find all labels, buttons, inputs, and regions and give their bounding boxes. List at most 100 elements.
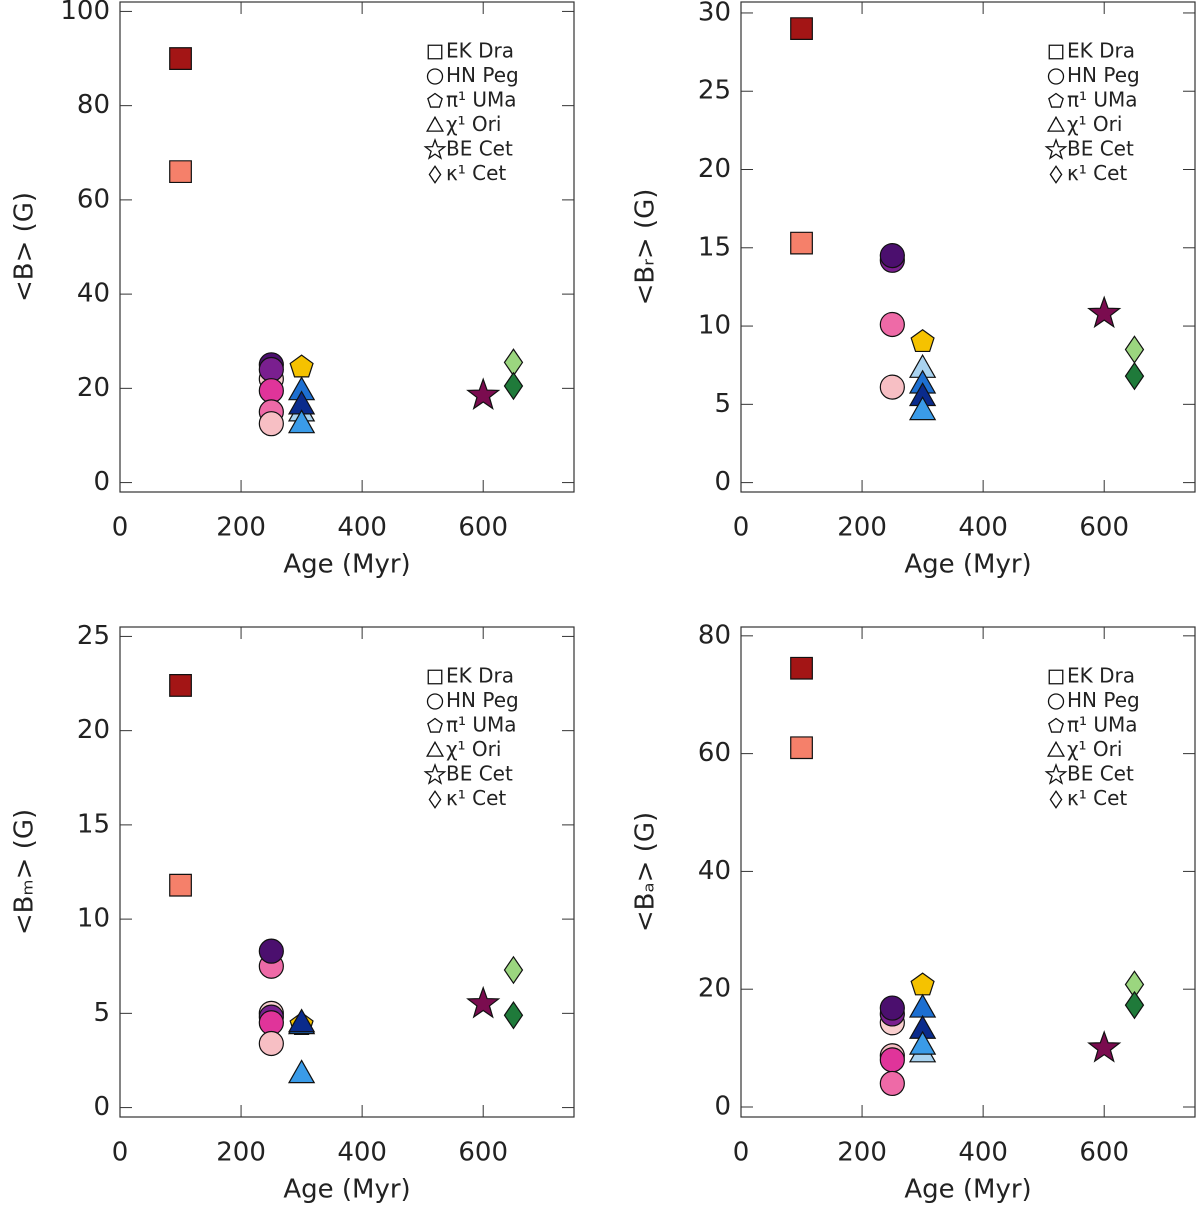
- x-tick-label: 600: [1079, 513, 1129, 543]
- data-point: [258, 411, 284, 437]
- y-axis-label: <Bₐ> (G): [631, 812, 661, 932]
- data-point: [287, 409, 316, 434]
- y-tick-label: 80: [698, 620, 731, 650]
- data-point: [910, 328, 935, 353]
- data-point: [1124, 335, 1145, 364]
- data-point: [258, 378, 284, 404]
- x-tick-label: 200: [837, 513, 887, 543]
- x-tick-label: 400: [958, 513, 1008, 543]
- plot-frame: [119, 626, 575, 1118]
- x-axis-label: Age (Myr): [283, 550, 410, 580]
- y-tick-label: 20: [698, 154, 731, 184]
- y-tick-label: 15: [698, 232, 731, 262]
- legend-symbol: [1047, 693, 1065, 710]
- x-tick-label: 400: [958, 1138, 1008, 1168]
- x-tick-label: 200: [216, 1138, 266, 1168]
- y-tick-label: 25: [77, 621, 110, 651]
- data-point: [879, 311, 905, 338]
- legend-label: χ¹ Ori: [1067, 112, 1122, 136]
- data-point: [258, 938, 284, 964]
- data-point: [258, 1030, 284, 1057]
- y-tick-label: 20: [77, 715, 110, 745]
- legend-symbol: [428, 790, 442, 809]
- legend-label: χ¹ Ori: [446, 112, 501, 136]
- data-point: [466, 985, 501, 1019]
- y-tick-label: 0: [714, 1091, 731, 1121]
- data-point: [287, 1008, 316, 1033]
- legend-label: HN Peg: [446, 688, 519, 712]
- data-point: [908, 396, 937, 421]
- plot-frame: [740, 1, 1196, 493]
- legend-symbol: [427, 669, 443, 685]
- legend-symbol: [1048, 44, 1064, 60]
- data-point: [503, 1000, 524, 1030]
- x-tick-label: 400: [337, 513, 387, 543]
- y-tick-label: 5: [714, 389, 731, 419]
- x-axis-label: Age (Myr): [283, 1175, 410, 1205]
- legend-symbol: [1049, 790, 1063, 809]
- legend-label: κ¹ Cet: [446, 786, 506, 810]
- x-tick-label: 600: [458, 513, 508, 543]
- data-point: [908, 993, 937, 1018]
- data-point: [466, 377, 501, 410]
- legend-symbol: [427, 44, 443, 60]
- legend-label: EK Dra: [446, 664, 514, 688]
- legend-symbol: [1048, 717, 1064, 733]
- legend-symbol: [426, 115, 444, 132]
- legend-symbol: [426, 68, 444, 85]
- y-tick-label: 20: [77, 373, 110, 403]
- data-point: [169, 47, 192, 70]
- x-tick-label: 0: [112, 1138, 129, 1168]
- data-point: [879, 1047, 905, 1073]
- y-tick-label: 30: [698, 0, 731, 27]
- y-axis-label: <Bᵣ> (G): [631, 189, 661, 306]
- y-tick-label: 60: [698, 738, 731, 768]
- data-point: [1087, 295, 1122, 329]
- plot-frame: [740, 626, 1196, 1118]
- data-point: [879, 374, 905, 400]
- legend-label: κ¹ Cet: [1067, 161, 1127, 185]
- data-point: [790, 17, 813, 41]
- x-axis-label: Age (Myr): [904, 550, 1031, 580]
- data-point: [169, 674, 192, 697]
- legend-label: π¹ UMa: [446, 88, 517, 112]
- legend-symbol: [1044, 137, 1068, 160]
- y-tick-label: 0: [714, 467, 731, 497]
- legend-label: HN Peg: [1067, 688, 1140, 712]
- data-point: [790, 656, 813, 680]
- y-axis-label: <Bₘ> (G): [10, 809, 40, 935]
- panel: 0 200 400 600 0 20 40 60 80 100 Age (Myr) <B> (G) EK…: [10, 0, 575, 580]
- data-point: [1124, 361, 1145, 391]
- legend-label: κ¹ Cet: [446, 161, 506, 185]
- legend-symbol: [1047, 68, 1065, 85]
- y-tick-label: 60: [77, 184, 110, 214]
- y-tick-label: 20: [698, 974, 731, 1004]
- legend-symbol: [427, 92, 443, 108]
- plot-frame: [119, 1, 575, 493]
- data-point: [1124, 990, 1145, 1020]
- data-point: [1087, 1030, 1122, 1063]
- legend-symbol: [423, 137, 447, 160]
- data-point: [289, 354, 314, 378]
- legend-symbol: [1047, 740, 1065, 757]
- legend-label: χ¹ Ori: [446, 737, 501, 761]
- panel: 0 200 400 600 0 5 10 15 20 25 30 Age (Myr) <Bᵣ> (G) E…: [631, 0, 1196, 580]
- x-tick-label: 0: [733, 1138, 750, 1168]
- data-point: [790, 231, 813, 255]
- y-tick-label: 10: [698, 311, 731, 341]
- legend-label: χ¹ Ori: [1067, 737, 1122, 761]
- legend-label: BE Cet: [446, 762, 513, 786]
- y-tick-label: 5: [93, 998, 110, 1028]
- y-tick-label: 80: [77, 90, 110, 120]
- legend-label: EK Dra: [446, 39, 514, 63]
- data-point: [879, 995, 905, 1021]
- data-point: [258, 356, 284, 383]
- legend-label: π¹ UMa: [446, 713, 517, 737]
- data-point: [910, 972, 935, 996]
- x-tick-label: 400: [337, 1138, 387, 1168]
- legend-label: π¹ UMa: [1067, 88, 1138, 112]
- panel: 0 200 400 600 0 20 40 60 80 Age (Myr) <Bₐ> (G) EK D…: [631, 620, 1196, 1205]
- panel: 0 200 400 600 0 5 10 15 20 25 Age (Myr) <Bₘ> (G) EK …: [10, 621, 575, 1205]
- data-point: [287, 1059, 316, 1084]
